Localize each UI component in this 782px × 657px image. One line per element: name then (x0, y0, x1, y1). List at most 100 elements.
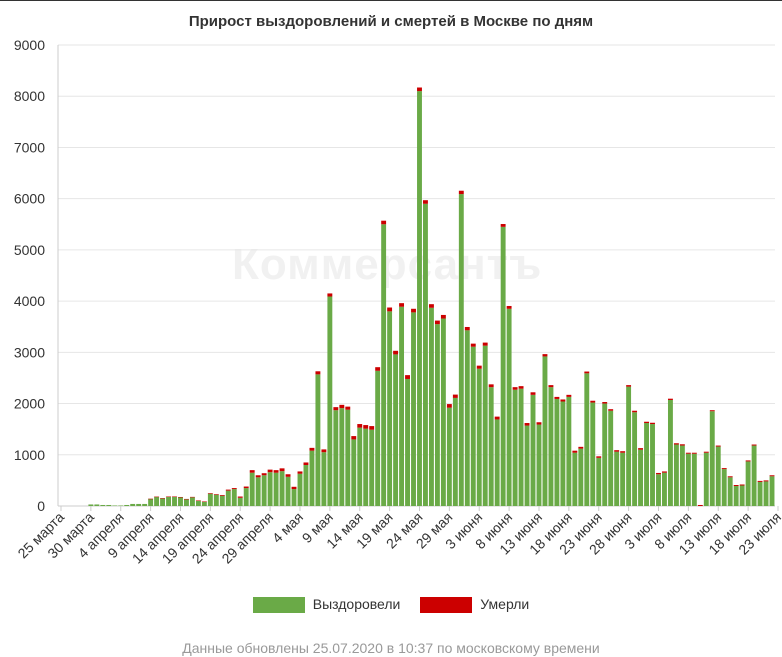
bar-recovered[interactable] (440, 318, 446, 506)
bar-died[interactable] (709, 410, 715, 412)
bar-died[interactable] (656, 472, 661, 475)
bar-died[interactable] (476, 365, 482, 369)
bar-died[interactable] (524, 423, 530, 426)
bar-recovered[interactable] (500, 226, 506, 506)
bar-recovered[interactable] (363, 428, 369, 506)
bar-recovered[interactable] (476, 368, 482, 506)
bar-died[interactable] (757, 480, 763, 482)
bar-died[interactable] (548, 385, 554, 388)
bar-recovered[interactable] (279, 471, 285, 506)
bar-recovered[interactable] (458, 194, 464, 506)
bar-died[interactable] (417, 87, 422, 92)
bar-died[interactable] (542, 354, 548, 357)
bar-recovered[interactable] (745, 461, 751, 506)
bar-recovered[interactable] (536, 424, 542, 506)
bar-died[interactable] (769, 475, 775, 477)
bar-recovered[interactable] (554, 398, 560, 506)
bar-recovered[interactable] (285, 476, 291, 506)
bar-died[interactable] (703, 451, 709, 453)
bar-recovered[interactable] (644, 423, 649, 506)
bar-died[interactable] (685, 452, 691, 454)
bar-died[interactable] (195, 500, 201, 501)
bar-died[interactable] (428, 304, 434, 308)
bar-recovered[interactable] (548, 387, 554, 506)
bar-recovered[interactable] (542, 356, 548, 506)
bar-recovered[interactable] (315, 374, 321, 506)
bar-died[interactable] (237, 496, 243, 498)
bar-died[interactable] (464, 326, 470, 331)
bar-recovered[interactable] (572, 452, 578, 506)
bar-recovered[interactable] (166, 496, 171, 506)
bar-recovered[interactable] (423, 203, 428, 507)
bar-died[interactable] (644, 421, 649, 424)
bar-died[interactable] (560, 399, 566, 402)
bar-recovered[interactable] (273, 472, 279, 506)
bar-recovered[interactable] (118, 505, 124, 506)
bar-recovered[interactable] (470, 346, 476, 506)
bar-recovered[interactable] (679, 445, 685, 506)
bar-died[interactable] (357, 424, 363, 428)
bar-died[interactable] (411, 308, 416, 313)
bar-died[interactable] (662, 471, 667, 473)
bar-recovered[interactable] (769, 476, 775, 506)
bar-died[interactable] (494, 416, 500, 420)
bar-died[interactable] (333, 407, 339, 411)
bar-recovered[interactable] (638, 449, 644, 506)
bar-recovered[interactable] (757, 481, 763, 506)
bar-recovered[interactable] (620, 452, 626, 506)
bar-recovered[interactable] (614, 451, 620, 506)
bar-recovered[interactable] (207, 493, 213, 506)
bar-died[interactable] (500, 224, 506, 227)
bar-died[interactable] (291, 486, 297, 490)
bar-recovered[interactable] (357, 427, 363, 506)
bar-recovered[interactable] (494, 419, 500, 506)
bar-recovered[interactable] (411, 312, 416, 506)
bar-recovered[interactable] (596, 457, 602, 506)
bar-recovered[interactable] (351, 439, 357, 506)
bar-died[interactable] (536, 422, 542, 425)
bar-died[interactable] (679, 444, 685, 446)
bar-died[interactable] (207, 493, 213, 494)
bar-died[interactable] (691, 452, 697, 454)
bar-died[interactable] (584, 371, 590, 374)
bar-recovered[interactable] (590, 402, 596, 506)
bar-recovered[interactable] (446, 407, 452, 506)
bar-died[interactable] (255, 475, 261, 478)
bar-recovered[interactable] (482, 345, 488, 506)
bar-recovered[interactable] (751, 445, 757, 506)
bar-recovered[interactable] (321, 452, 327, 506)
bar-died[interactable] (614, 450, 620, 452)
bar-died[interactable] (201, 501, 207, 502)
bar-died[interactable] (405, 375, 410, 379)
bar-recovered[interactable] (626, 386, 632, 506)
bar-recovered[interactable] (130, 503, 136, 506)
bar-recovered[interactable] (667, 399, 673, 506)
bar-died[interactable] (506, 305, 512, 309)
bar-died[interactable] (321, 449, 327, 453)
bar-died[interactable] (530, 392, 536, 395)
bar-recovered[interactable] (231, 489, 237, 506)
bar-recovered[interactable] (184, 499, 189, 506)
bar-recovered[interactable] (309, 450, 315, 506)
bar-recovered[interactable] (345, 409, 351, 506)
bar-died[interactable] (423, 200, 428, 204)
bar-recovered[interactable] (225, 490, 231, 506)
bar-recovered[interactable] (219, 495, 225, 506)
bar-recovered[interactable] (650, 424, 655, 506)
bar-recovered[interactable] (291, 489, 297, 506)
bar-recovered[interactable] (148, 498, 154, 506)
bar-recovered[interactable] (213, 494, 219, 506)
bar-died[interactable] (166, 496, 171, 498)
bar-died[interactable] (745, 460, 751, 462)
bar-died[interactable] (596, 456, 602, 458)
bar-recovered[interactable] (124, 504, 130, 506)
bar-recovered[interactable] (524, 425, 530, 506)
bar-died[interactable] (273, 470, 279, 473)
legend-item-recovered[interactable]: Выздоровели (252, 596, 400, 613)
bar-recovered[interactable] (261, 475, 267, 506)
bar-recovered[interactable] (662, 472, 667, 506)
bar-recovered[interactable] (375, 370, 381, 506)
bar-died[interactable] (715, 445, 721, 447)
bar-recovered[interactable] (249, 472, 255, 506)
bar-died[interactable] (249, 470, 255, 473)
